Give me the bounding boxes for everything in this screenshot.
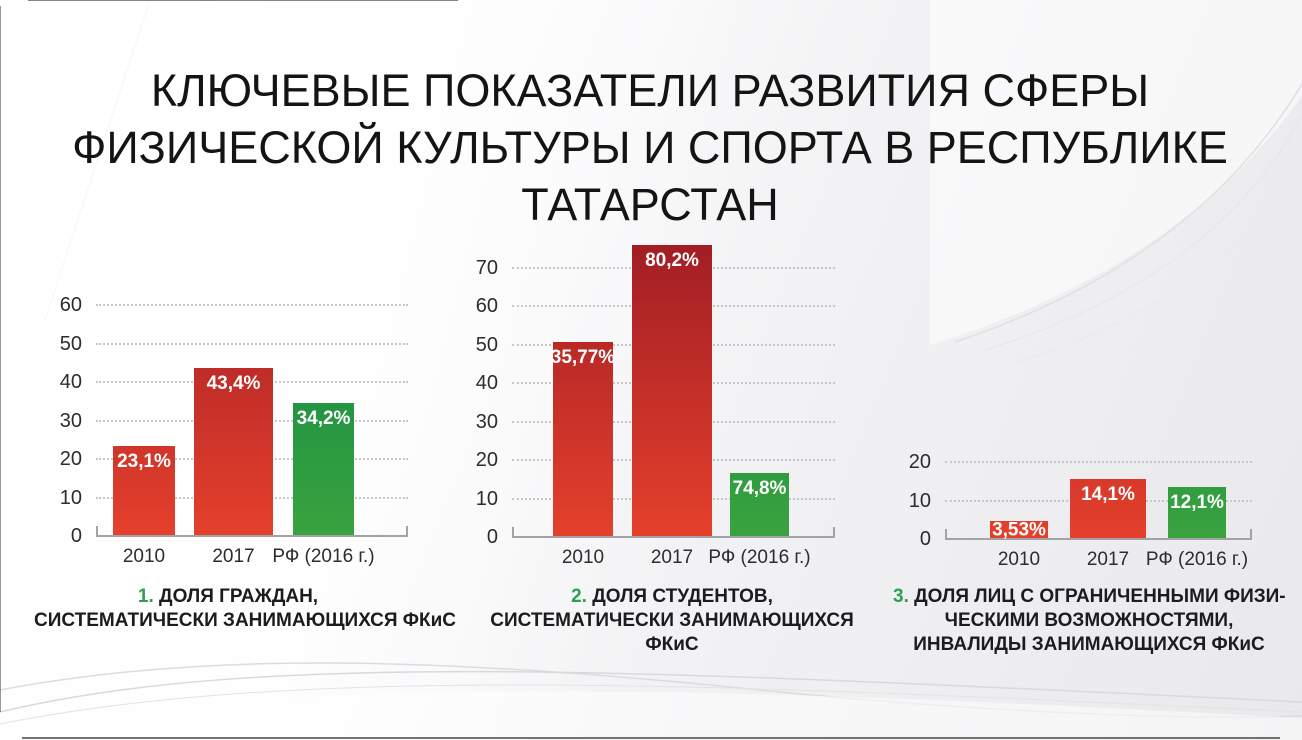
caption-line: ФКиС <box>645 634 699 655</box>
bar-2010: 3,53% <box>990 520 1048 539</box>
x-category-label: РФ (2016 г.) <box>1145 549 1249 570</box>
caption-number: 1. <box>137 586 154 607</box>
y-tick-label: 20 <box>908 451 931 473</box>
bar-2010: 23,1% <box>113 446 175 535</box>
caption-line: 3. ДОЛЯ ЛИЦ С ОГРАНИЧЕННЫМИ ФИЗИ- <box>893 585 1286 609</box>
y-tick-label: 30 <box>59 409 82 432</box>
y-tick-label: 20 <box>59 448 82 470</box>
y-tick-label: 0 <box>70 525 82 547</box>
chart2-caption: 2. ДОЛЯ СТУДЕНТОВ, СИСТЕМАТИЧЕСКИ ЗАНИМА… <box>473 585 871 657</box>
caption-text: ДОЛЯ ЛИЦ С ОГРАНИЧЕННЫМИ ФИЗИ- <box>914 586 1286 607</box>
slide-title-line: ФИЗИЧЕСКОЙ КУЛЬТУРЫ И СПОРТА В РЕСПУБЛИК… <box>72 122 1228 173</box>
caption-line: 2. ДОЛЯ СТУДЕНТОВ, <box>473 585 871 609</box>
caption-line: ИНВАЛИДЫ ЗАНИМАЮЩИХСЯ ФКиС <box>913 634 1265 655</box>
chart3-caption: 3. ДОЛЯ ЛИЦ С ОГРАНИЧЕННЫМИ ФИЗИ- ЧЕСКИМ… <box>893 585 1286 657</box>
bar-2017: 43,4% <box>194 367 273 535</box>
y-tick-label: 20 <box>475 449 498 471</box>
chart-plot-area: 0 10 20 30 40 50 60 23,1% 2010 43,4% 2017 34,2% РФ (… <box>60 292 408 567</box>
bar-РФ (2016 г.): 74,8% <box>730 473 789 536</box>
y-tick-label: 50 <box>59 332 82 355</box>
caption-line: СИСТЕМАТИЧЕСКИ ЗАНИМАЮЩИХСЯ ФКиС <box>34 610 457 631</box>
bar-value-label: 12,1% <box>1170 492 1224 514</box>
y-tick-label: 10 <box>908 489 931 512</box>
y-tick-label: 30 <box>475 410 498 433</box>
x-category-label: 2010 <box>561 547 605 568</box>
caption-line: СИСТЕМАТИЧЕСКИ ЗАНИМАЮЩИХСЯ <box>490 610 854 631</box>
caption-text: ДОЛЯ СТУДЕНТОВ, <box>592 586 773 607</box>
x-category-label: 2010 <box>122 546 166 567</box>
x-category-label: РФ (2016 г.) <box>272 546 375 567</box>
x-axis-line <box>945 529 1252 540</box>
x-category-label: 2017 <box>212 546 255 567</box>
caption-line: ЧЕСКИМИ ВОЗМОЖНОСТЯМИ, <box>944 610 1234 631</box>
gridline <box>96 342 408 345</box>
bar-value-label: 35,77% <box>550 346 616 368</box>
bar-РФ (2016 г.): 34,2% <box>293 403 354 535</box>
y-tick-label: 40 <box>59 371 82 393</box>
y-tick-label: 0 <box>486 526 498 548</box>
bar-value-label: 3,53% <box>992 519 1046 541</box>
slide-title-line: КЛЮЧЕВЫЕ ПОКАЗАТЕЛИ РАЗВИТИЯ СФЕРЫ <box>150 65 1150 116</box>
bar-value-label: 80,2% <box>645 250 699 272</box>
y-tick-label: 0 <box>919 528 931 550</box>
x-category-label: 2010 <box>997 549 1041 570</box>
bar-value-label: 74,8% <box>732 478 787 500</box>
x-axis-line <box>96 526 408 537</box>
y-tick-label: 40 <box>475 372 498 394</box>
y-tick-label: 50 <box>475 333 498 356</box>
frame-line-bottom <box>22 737 1280 739</box>
y-tick-label: 70 <box>475 256 498 279</box>
x-category-label: РФ (2016 г.) <box>708 547 811 568</box>
bar-value-label: 34,2% <box>296 408 351 430</box>
frame-line-top <box>28 0 458 1</box>
caption-number: 2. <box>571 586 587 607</box>
bar-value-label: 14,1% <box>1081 484 1135 506</box>
gridline <box>945 461 1252 463</box>
bar-2010: 35,77% <box>551 341 615 536</box>
bar-value-label: 23,1% <box>117 451 171 473</box>
chart-citizens-bar-chart: 0 10 20 30 40 50 60 23,1% 2010 43,4% 2017 34,2% РФ (… <box>40 292 430 592</box>
chart-plot-area: 0 10 20 30 40 50 60 70 35,77% 2010 80,2% 2017 74,8% Р… <box>476 238 835 568</box>
y-tick-label: 60 <box>59 294 82 316</box>
y-tick-label: 10 <box>475 487 498 510</box>
x-category-label: 2017 <box>650 547 694 568</box>
slide-title: КЛЮЧЕВЫЕ ПОКАЗАТЕЛИ РАЗВИТИЯ СФЕРЫ ФИЗИЧ… <box>70 62 1230 233</box>
frame-line-left <box>0 6 1 712</box>
chart-disabled-persons-bar-chart: 0 10 20 3,53% 2010 14,1% 2017 12,1% РФ (2016 г.) <box>885 448 1270 583</box>
chart-plot-area: 0 10 20 3,53% 2010 14,1% 2017 12,1% РФ (2016 г.) <box>909 448 1252 570</box>
bar-2017: 80,2% <box>632 245 712 536</box>
x-category-label: 2017 <box>1086 549 1130 570</box>
caption-number: 3. <box>893 586 909 607</box>
y-tick-label: 10 <box>59 486 82 509</box>
gridline <box>96 304 408 306</box>
bar-2017: 14,1% <box>1070 479 1146 538</box>
bar-value-label: 43,4% <box>206 372 261 394</box>
caption-text: ДОЛЯ ГРАЖДАН, <box>159 586 319 607</box>
chart-students-bar-chart: 0 10 20 30 40 50 60 70 35,77% 2010 80,2% 2017 74,8% Р… <box>452 238 852 578</box>
y-tick-label: 60 <box>475 295 498 317</box>
slide-title-line: ТАТАРСТАН <box>521 179 779 230</box>
x-axis-line <box>512 527 835 538</box>
chart1-caption: 1. ДОЛЯ ГРАЖДАН, СИСТЕМАТИЧЕСКИ ЗАНИМАЮЩ… <box>34 585 457 633</box>
caption-line: 1. ДОЛЯ ГРАЖДАН, <box>34 585 422 609</box>
bar-РФ (2016 г.): 12,1% <box>1168 487 1226 538</box>
